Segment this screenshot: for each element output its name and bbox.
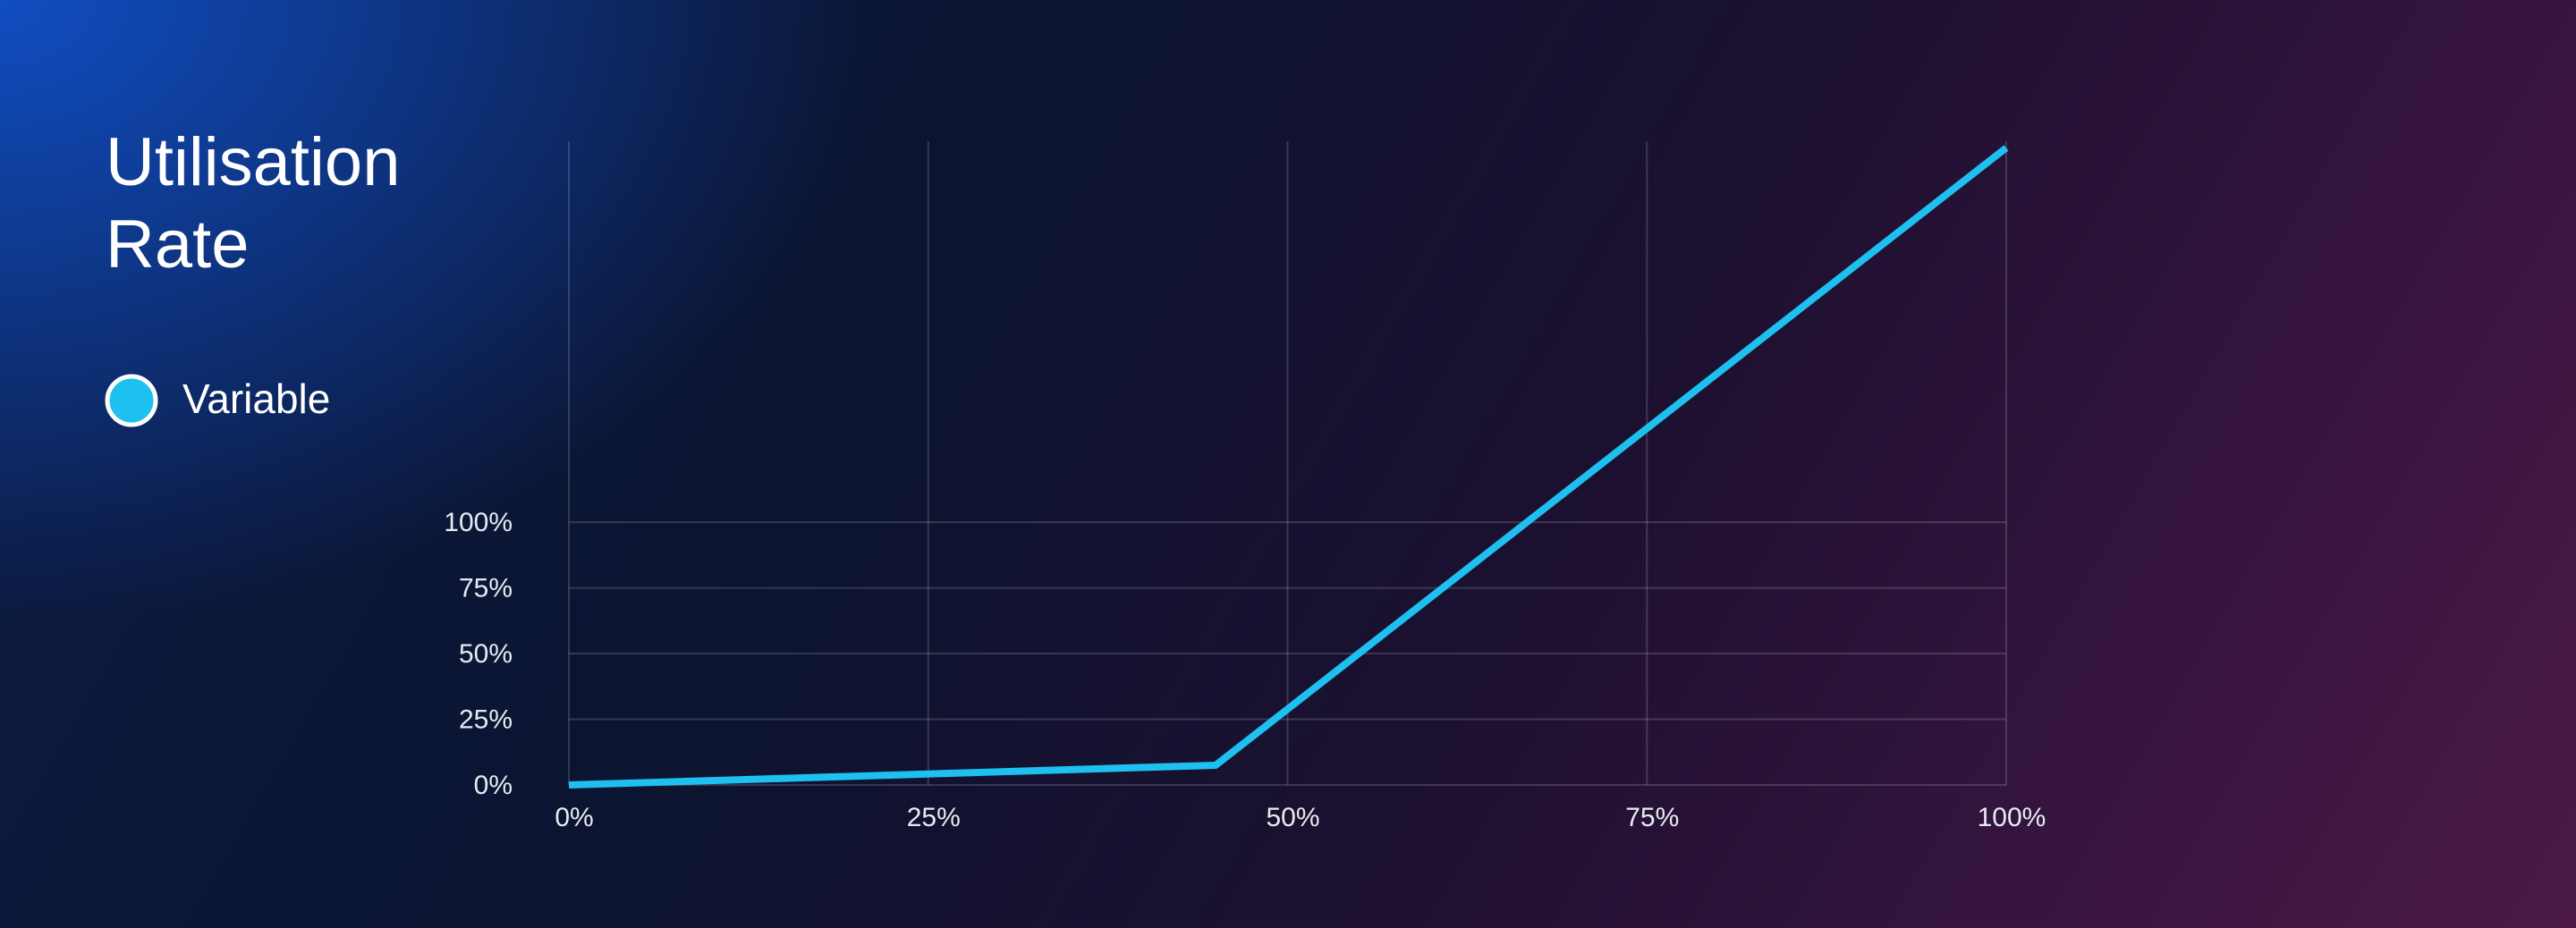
x-tick-label: 25% xyxy=(907,803,961,832)
legend-swatch xyxy=(105,374,158,427)
y-tick-label: 25% xyxy=(459,704,513,734)
x-tick-label: 50% xyxy=(1266,803,1319,832)
line xyxy=(568,145,2009,789)
y-tick-label: 0% xyxy=(474,771,513,800)
y-tick-label: 100% xyxy=(444,508,513,537)
x-tick-label: 0% xyxy=(555,803,593,832)
legend-label: Variable xyxy=(182,375,330,422)
y-tick-label: 75% xyxy=(459,574,513,603)
chart-title: Utilisation Rate xyxy=(106,124,419,283)
y-tick-label: 50% xyxy=(459,639,513,669)
x-tick-label: 75% xyxy=(1625,803,1679,832)
x-tick-label: 100% xyxy=(1978,803,2046,832)
